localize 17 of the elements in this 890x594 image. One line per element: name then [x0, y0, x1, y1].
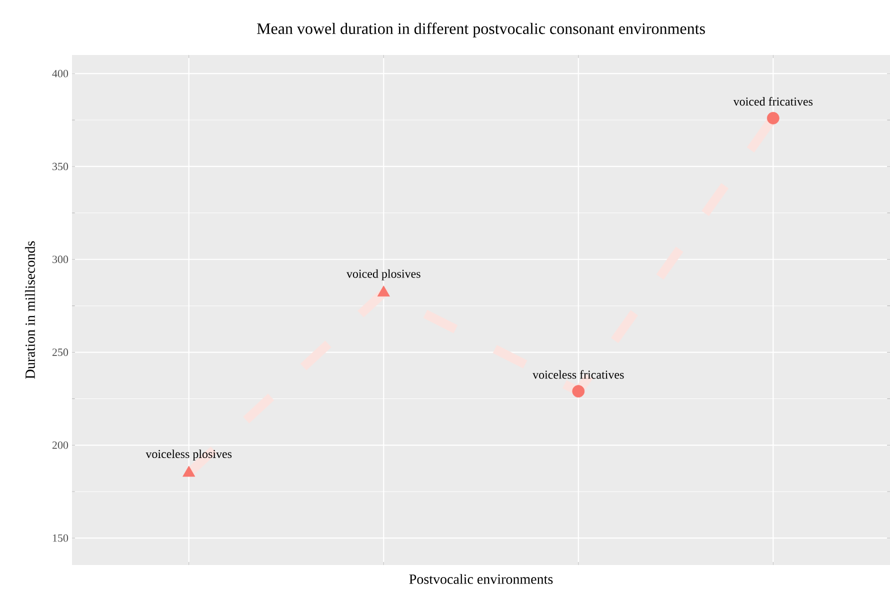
data-label: voiced fricatives	[733, 97, 813, 106]
x-axis-title: Postvocalic environments	[409, 574, 553, 584]
point	[766, 112, 780, 124]
y-tick-label: 400	[52, 70, 68, 78]
data-label: voiceless plosives	[146, 450, 232, 460]
point	[182, 466, 196, 477]
y-tick-label: 200	[52, 441, 68, 449]
data-label: voiced plosives	[346, 269, 420, 280]
chart-title: Mean vowel duration in different postvocalic consonant environments	[257, 22, 705, 38]
y-tick-label: 250	[52, 348, 68, 356]
y-tick-label: 150	[52, 534, 68, 542]
point	[572, 385, 585, 398]
point	[377, 286, 390, 297]
data-label: voiceless fricatives	[532, 370, 624, 379]
y-tick-label: 350	[52, 162, 68, 170]
y-axis-title: Duration in milliseconds	[25, 241, 35, 379]
y-tick-label: 300	[52, 256, 68, 264]
